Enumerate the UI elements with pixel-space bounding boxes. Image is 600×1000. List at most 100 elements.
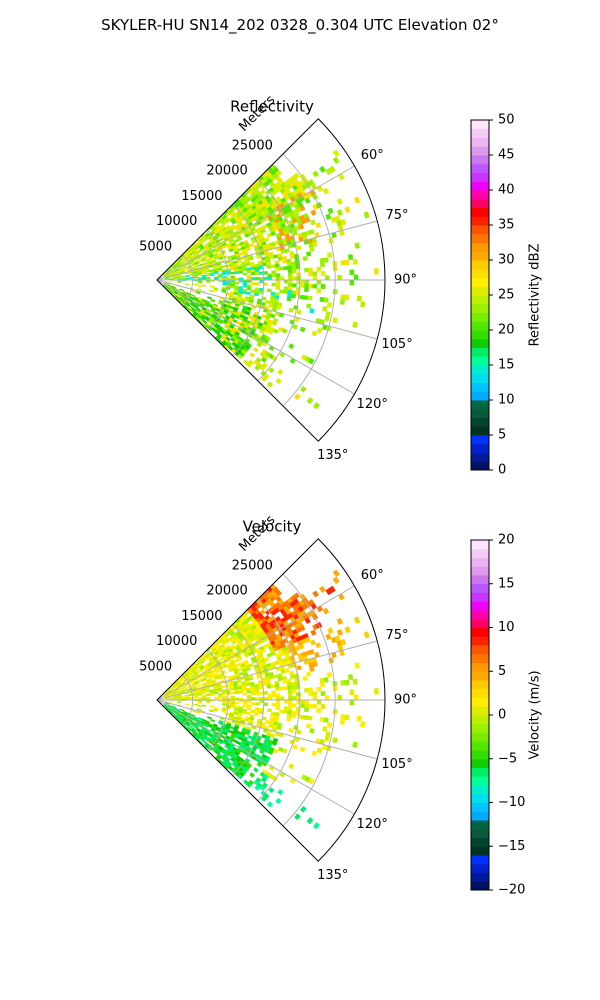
panel-title: Velocity <box>243 518 302 536</box>
radar-gate <box>234 701 240 705</box>
radar-gate <box>281 328 288 334</box>
radar-gate <box>201 284 207 287</box>
colorbar-swatch <box>471 260 489 270</box>
radar-gate <box>193 696 199 699</box>
radial-tick-label: 25000 <box>232 559 273 574</box>
colorbar-tick-label: 15 <box>498 576 515 591</box>
radar-gate <box>237 773 243 780</box>
radar-gate <box>311 750 318 757</box>
colorbar-swatch <box>471 785 489 795</box>
colorbar-swatch <box>471 575 489 585</box>
radial-tick-label: 25000 <box>232 139 273 154</box>
radar-gate <box>254 365 261 371</box>
radar-gate <box>336 629 343 636</box>
radar-gate <box>292 703 297 708</box>
colorbar-swatch <box>471 863 489 873</box>
radar-gate <box>312 271 318 277</box>
colorbar-swatch <box>471 601 489 611</box>
radar-gate <box>307 715 313 721</box>
radar-gate <box>292 696 297 701</box>
radar-gate <box>279 686 285 691</box>
radar-gate <box>283 266 289 271</box>
radar-gate <box>288 699 293 704</box>
radar-gate <box>279 289 285 294</box>
radar-gate <box>309 308 315 314</box>
radar-gate <box>203 303 209 308</box>
radar-gate <box>352 321 358 329</box>
azimuth-gridline <box>156 279 355 395</box>
radar-gate <box>230 271 235 275</box>
azimuth-tick-label: 75° <box>386 628 409 643</box>
radar-gate <box>299 714 305 720</box>
radar-gate <box>287 703 293 708</box>
radar-gate <box>344 679 350 686</box>
radar-gate <box>255 282 260 286</box>
radar-gate <box>374 688 379 695</box>
colorbar-swatch <box>471 872 489 882</box>
radar-gate <box>266 708 272 713</box>
radar-gate <box>275 286 281 290</box>
radar-gate <box>195 264 201 268</box>
radar-gate <box>356 715 362 722</box>
radar-gate <box>319 677 325 684</box>
radar-gate <box>344 294 350 301</box>
azimuth-tick-label: 105° <box>381 757 412 772</box>
azimuth-gridline <box>156 699 378 760</box>
colorbar-swatch <box>471 662 489 672</box>
colorbar-swatch <box>471 671 489 681</box>
radar-gate <box>164 281 170 283</box>
radar-gate <box>272 748 279 754</box>
radar-gate <box>269 733 276 739</box>
radar-gate <box>275 589 283 597</box>
radar-gate <box>229 687 235 691</box>
radar-gate <box>277 676 283 681</box>
radar-gate <box>312 283 318 289</box>
radar-gate <box>271 702 277 707</box>
colorbar-swatch <box>471 172 489 182</box>
radar-gate <box>327 672 333 678</box>
radar-gate <box>260 375 268 382</box>
radar-gate <box>299 805 307 813</box>
radar-gate <box>242 284 248 288</box>
radar-gate <box>181 275 186 278</box>
radar-gate <box>287 290 293 295</box>
radar-gate <box>332 737 338 744</box>
radar-gate <box>310 639 316 646</box>
colorbar-swatch <box>471 846 489 856</box>
colorbar-tick-label: 0 <box>498 463 506 478</box>
radar-gate <box>291 688 297 694</box>
radar-gate <box>254 271 260 276</box>
colorbar-swatch <box>471 452 489 462</box>
radar-gate <box>275 273 281 278</box>
radar-gate <box>309 728 315 734</box>
radar-gate <box>195 684 201 688</box>
radar-gate <box>319 257 325 264</box>
radar-echoes <box>162 569 379 830</box>
radar-gate <box>185 695 190 698</box>
radial-tick-label: 15000 <box>181 189 222 204</box>
radar-gate <box>287 685 293 690</box>
colorbar-swatch <box>471 557 489 567</box>
radar-gate <box>246 706 252 711</box>
radar-gate <box>271 282 277 287</box>
colorbar-label: Velocity (m/s) <box>528 670 543 759</box>
radar-gate <box>308 691 314 697</box>
radar-gate <box>299 625 306 632</box>
radar-gate <box>298 643 305 650</box>
radar-gate <box>319 296 325 303</box>
radar-gate <box>316 327 323 334</box>
radar-gate <box>291 685 297 690</box>
radar-gate <box>222 692 227 696</box>
colorbar-swatch <box>471 732 489 742</box>
radar-gate <box>344 714 350 721</box>
radar-gate <box>325 275 330 281</box>
radar-gate <box>353 274 359 281</box>
radar-gate <box>325 213 332 220</box>
radar-gate <box>363 631 370 639</box>
radar-gate <box>313 822 321 830</box>
colorbar-swatch <box>471 706 489 716</box>
radar-gate <box>271 740 278 746</box>
radar-gate <box>258 290 264 295</box>
radar-gate <box>222 703 227 706</box>
radar-gate <box>210 298 216 303</box>
